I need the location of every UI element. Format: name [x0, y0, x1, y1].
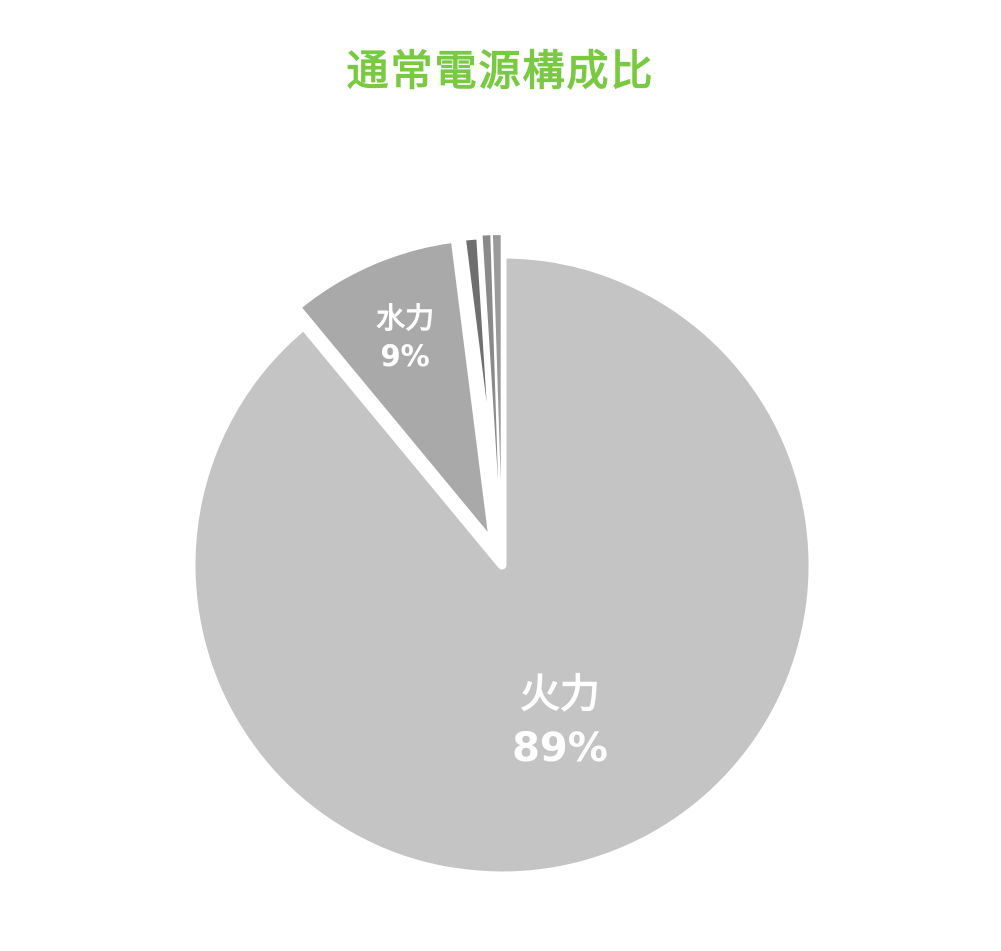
pie-slices — [186, 230, 818, 881]
pie-slice-1 — [186, 249, 818, 881]
slice-label-1: 火力 — [520, 671, 600, 717]
pie-slice-5 — [490, 233, 503, 547]
pie-slice-2 — [291, 233, 499, 552]
pie-labels: 火力 89% 水力 9% — [376, 301, 608, 771]
chart-title: 通常電源構成比 — [346, 46, 655, 95]
slice-value-1: 89% — [512, 725, 608, 771]
slice-label-2: 水力 — [376, 301, 434, 335]
slice-value-2: 9% — [381, 339, 430, 373]
